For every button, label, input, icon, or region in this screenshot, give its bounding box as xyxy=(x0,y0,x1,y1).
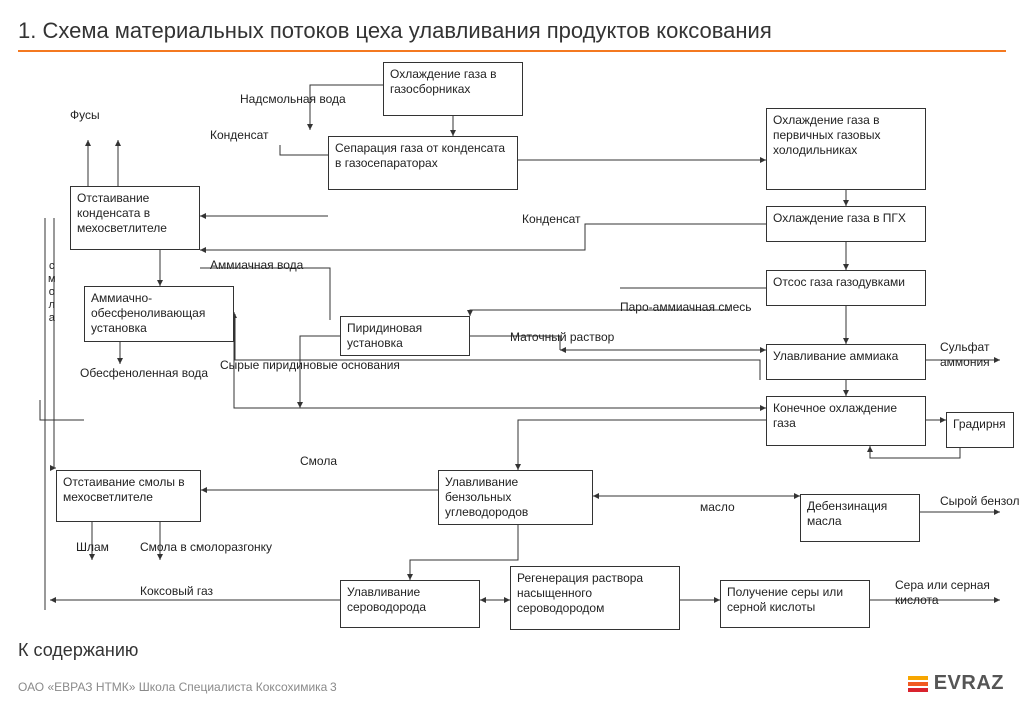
label-l5: Обесфеноленная вода xyxy=(80,366,208,381)
label-l15: Коксовый газ xyxy=(140,584,213,599)
label-l13: Шлам xyxy=(76,540,109,555)
node-n3: Охлаждение газа в первичных газовых холо… xyxy=(766,108,926,190)
node-n17: Получение серы или серной кислоты xyxy=(720,580,870,628)
node-n11: Аммиачно-обесфеноливающая установка xyxy=(84,286,234,342)
edge-9 xyxy=(200,224,766,250)
node-n14: Улавливание бензольных углеводородов xyxy=(438,470,593,525)
edge-26 xyxy=(518,420,766,470)
page-title: 1. Схема материальных потоков цеха улавл… xyxy=(18,18,772,44)
brand-text: EVRAZ xyxy=(934,672,1004,695)
node-n15: Улавливание сероводорода xyxy=(340,580,480,628)
label-l16: Сера или серная кислота xyxy=(895,578,1024,608)
label-l8: Паро-аммиачная смесь xyxy=(620,300,752,315)
footer-logo: EVRAZ xyxy=(908,672,1004,695)
node-n2: Сепарация газа от конденсата в газосепар… xyxy=(328,136,518,190)
label-l11: масло xyxy=(700,500,735,515)
label-l4: Аммиачная вода xyxy=(210,258,303,273)
label-l18: смола xyxy=(44,260,58,325)
label-l7: Маточный раствор xyxy=(510,330,614,345)
page-number: 3 xyxy=(330,680,337,694)
label-l9: Сульфат аммония xyxy=(940,340,1024,370)
node-n10: Отстаивание конденсата в мехосветлителе xyxy=(70,186,200,250)
node-n5: Отсос газа газодувками xyxy=(766,270,926,306)
node-n13: Отстаивание смолы в мехосветлителе xyxy=(56,470,201,522)
edge-32 xyxy=(410,522,518,580)
node-n8: Градирня xyxy=(946,412,1014,448)
node-n1: Охлаждение газа в газосборниках xyxy=(383,62,523,116)
label-l2: Конденсат xyxy=(210,128,269,143)
node-n16: Регенерация раствора насыщенного серовод… xyxy=(510,566,680,630)
label-l12: Сырой бензол xyxy=(940,494,1020,509)
label-l17: Фусы xyxy=(70,108,100,123)
edge-25 xyxy=(40,400,84,420)
title-underline xyxy=(18,50,1006,52)
label-l6: Сырые пиридиновые основания xyxy=(220,358,400,373)
node-n9: Дебензинация масла xyxy=(800,494,920,542)
evraz-icon xyxy=(908,674,928,694)
node-n12: Пиридиновая установка xyxy=(340,316,470,356)
node-n4: Охлаждение газа в ПГХ xyxy=(766,206,926,242)
label-l3: Конденсат xyxy=(522,212,581,227)
node-n6: Улавливание аммиака xyxy=(766,344,926,380)
label-l14: Смола в смолоразгонку xyxy=(140,540,272,555)
label-l1: Надсмольная вода xyxy=(240,92,346,107)
edge-15 xyxy=(54,218,56,468)
edge-7 xyxy=(280,145,328,155)
label-l10: Смола xyxy=(300,454,337,469)
footer-text: ОАО «ЕВРАЗ НТМК» Школа Специалиста Коксо… xyxy=(18,680,327,694)
node-n7: Конечное охлаждение газа xyxy=(766,396,926,446)
toc-link[interactable]: К содержанию xyxy=(18,640,138,661)
